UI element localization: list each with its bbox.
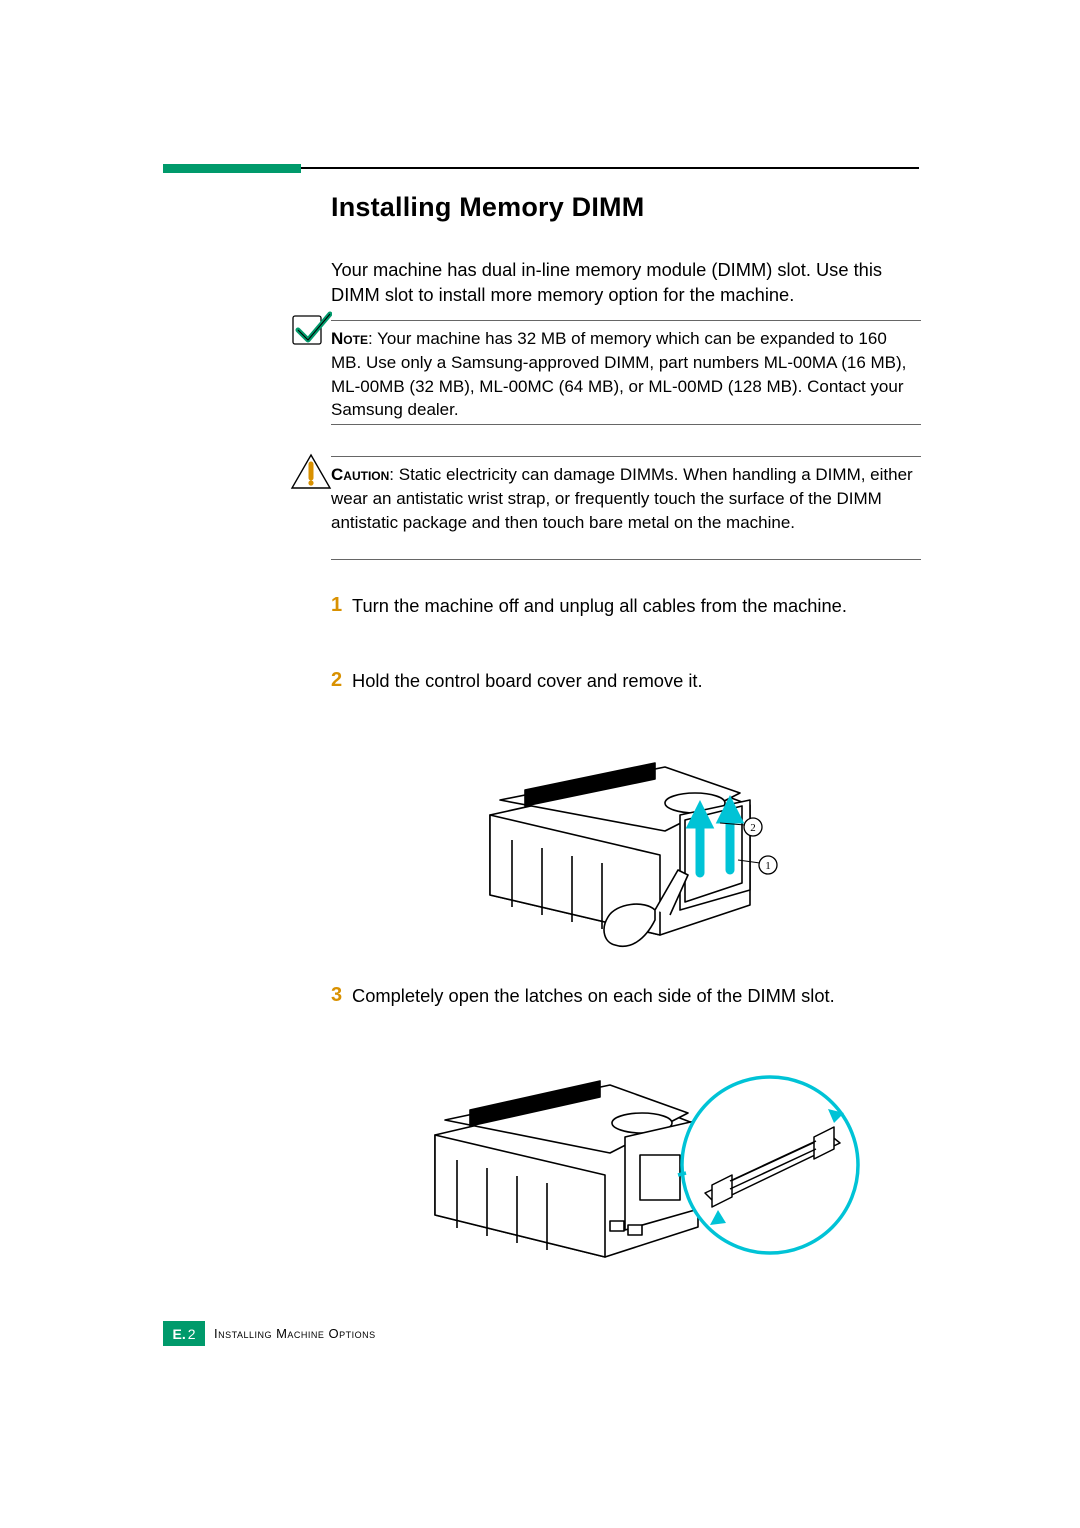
footer-badge-letter: E. [172,1326,185,1342]
accent-bar [163,164,301,173]
intro-paragraph: Your machine has dual in-line memory mod… [331,258,921,307]
caution-text: Caution: Static electricity can damage D… [331,463,921,534]
step-number-2: 2 [331,669,342,692]
note-rule-bottom [331,424,921,425]
caution-icon [290,452,332,494]
footer-page-number: 2 [188,1326,196,1342]
step-number-3: 3 [331,984,342,1007]
caution-body: : Static electricity can damage DIMMs. W… [331,465,913,532]
svg-text:1: 1 [765,860,771,872]
svg-text:2: 2 [750,822,756,834]
heading-rule [301,167,919,169]
step-text-3: Completely open the latches on each side… [352,984,922,1009]
step-text-1: Turn the machine off and unplug all cabl… [352,594,912,619]
figure-remove-cover: 1 2 [430,705,810,965]
step-number-1: 1 [331,594,342,617]
footer-badge: E.2 [163,1321,205,1346]
caution-label: Caution [331,465,389,484]
checkmark-icon [290,310,332,352]
figure-dimm-latches [400,1025,870,1295]
note-text: Note: Your machine has 32 MB of memory w… [331,327,921,422]
page-heading: Installing Memory DIMM [331,192,644,223]
note-body: : Your machine has 32 MB of memory which… [331,329,906,419]
step-text-2: Hold the control board cover and remove … [352,669,912,694]
note-rule-top [331,320,921,321]
note-label: Note [331,329,368,348]
caution-rule-top [331,456,921,457]
footer-chapter: Installing Machine Options [214,1326,376,1341]
caution-rule-bottom [331,559,921,560]
